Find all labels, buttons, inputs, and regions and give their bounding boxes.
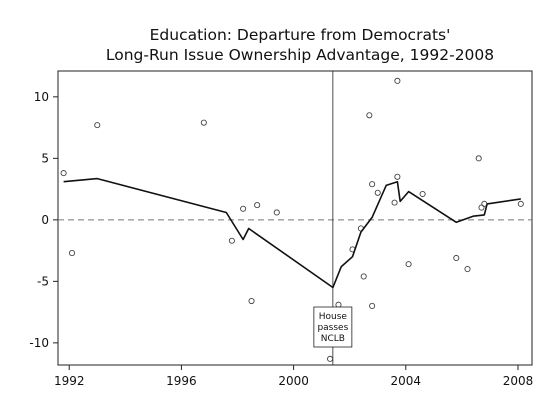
scatter-point — [394, 77, 401, 84]
scatter-point — [394, 173, 401, 180]
scatter-point — [240, 205, 247, 212]
scatter-point — [391, 199, 398, 206]
annotation-text: NCLB — [321, 334, 345, 344]
x-tick-label: 2000 — [278, 374, 309, 388]
scatter-point — [366, 112, 373, 119]
scatter-point — [374, 189, 381, 196]
chart-title: Education: Departure from Democrats' — [150, 26, 451, 44]
x-tick-label: 2008 — [503, 374, 534, 388]
scatter-point — [478, 204, 485, 211]
axes: 10 5 0 -5 -10 1992 1996 2000 2004 2008 — [29, 70, 534, 388]
scatter-point — [405, 261, 412, 268]
scatter-point — [517, 200, 524, 207]
plot-frame — [57, 70, 533, 366]
trend-line-group — [63, 177, 521, 289]
y-tick-label: 5 — [41, 151, 49, 165]
scatter-point — [369, 181, 376, 188]
scatter-point — [68, 250, 76, 257]
scatter-point — [94, 122, 101, 129]
annotation-text: House — [319, 312, 348, 322]
scatter-point — [453, 254, 460, 262]
reference-lines — [58, 71, 532, 365]
scatter-point — [369, 302, 376, 310]
scatter-point — [327, 355, 334, 362]
scatter-point — [254, 202, 261, 209]
scatter-point — [475, 155, 482, 162]
scatter-point — [335, 301, 342, 308]
annotation-box — [313, 306, 353, 348]
y-tick-label: -10 — [29, 336, 49, 350]
scatter-point — [360, 273, 367, 280]
y-tick-label: 0 — [41, 213, 49, 227]
x-tick-label: 1996 — [166, 374, 197, 388]
annotation-text: passes — [317, 323, 348, 333]
trend-line — [63, 177, 521, 289]
scatter-point — [248, 297, 255, 305]
x-tick-label: 1992 — [54, 374, 85, 388]
scatter-point — [464, 266, 471, 273]
scatter-point — [273, 209, 280, 216]
scatter-point — [419, 190, 426, 198]
chart-subtitle: Long-Run Issue Ownership Advantage, 1992… — [106, 46, 494, 64]
x-tick-label: 2004 — [391, 374, 422, 388]
scatter-point — [60, 170, 67, 177]
scatter-point — [228, 237, 235, 244]
y-tick-label: -5 — [37, 274, 49, 288]
scatter-point — [200, 119, 207, 126]
y-tick-label: 10 — [34, 90, 49, 104]
